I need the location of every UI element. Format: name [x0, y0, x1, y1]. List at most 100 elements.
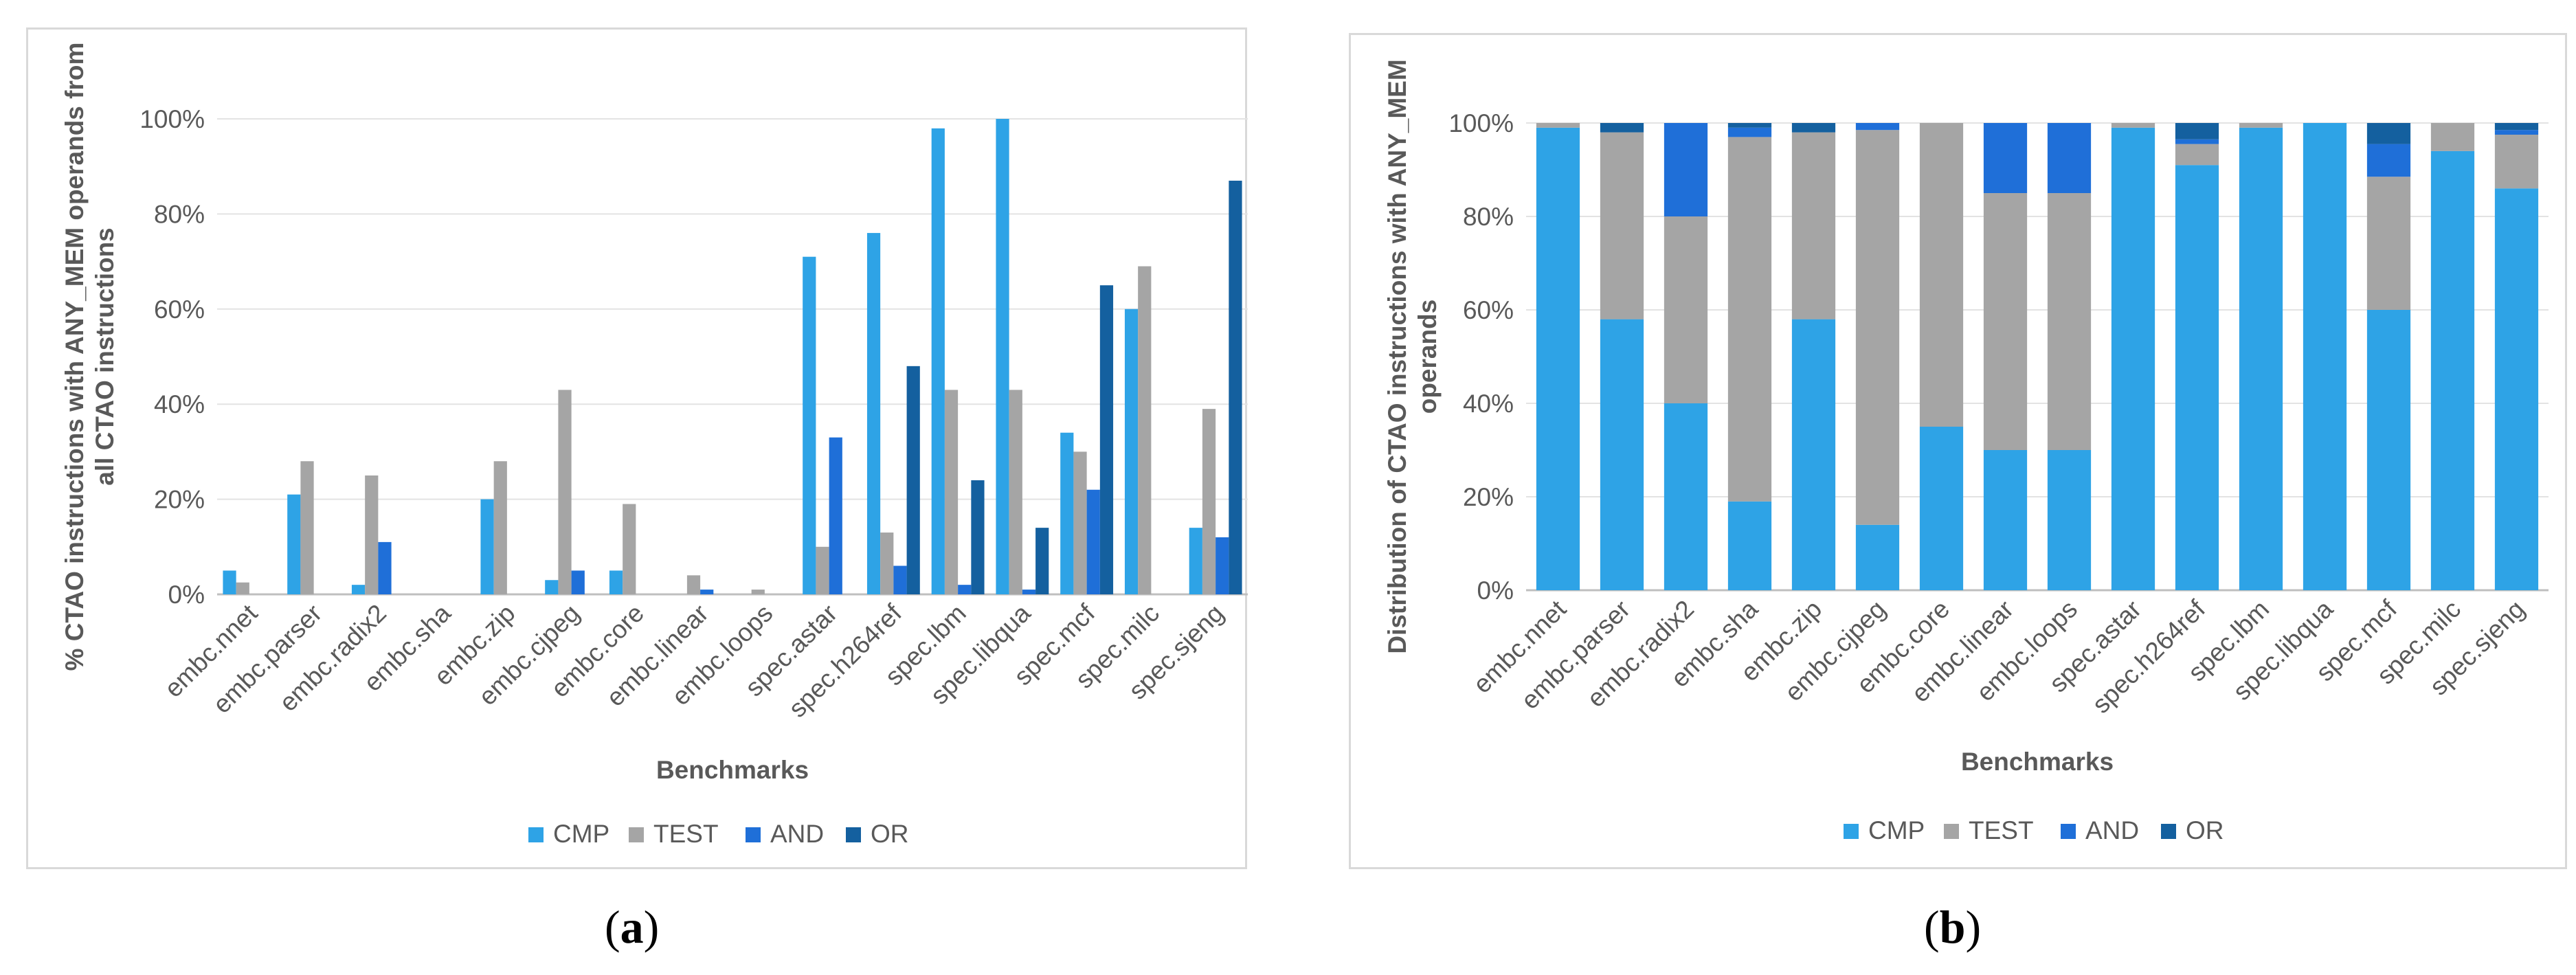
bar-or	[2494, 123, 2539, 131]
bar-cmp	[1983, 450, 2028, 590]
y-axis-title: % CTAO instructions with ANY_MEM operand…	[60, 43, 119, 671]
x-tick-label: spec.h264ref	[783, 598, 908, 723]
caption-b-letter: b	[1939, 901, 1966, 953]
bar-cmp	[480, 499, 494, 594]
bar-and	[1022, 590, 1036, 594]
bar-and	[378, 541, 392, 594]
bar-cmp	[2239, 127, 2283, 591]
bar-cmp	[1664, 403, 1708, 590]
bar-test	[880, 533, 894, 594]
bar-and	[829, 437, 842, 594]
legend-label-test: TEST	[653, 820, 719, 848]
legend-label-or: OR	[871, 820, 909, 848]
caption-a-letter: a	[620, 901, 644, 953]
legend-swatch-or	[846, 827, 861, 842]
y-axis-title-line: all CTAO instructions	[91, 227, 119, 486]
chart-a: 0%20%40%60%80%100%embc.nnetembc.parserem…	[60, 43, 1248, 848]
bar-or	[1099, 285, 1114, 594]
bar-test	[365, 475, 379, 594]
bar-cmp	[287, 494, 301, 594]
x-axis-title: Benchmarks	[1961, 748, 2114, 776]
bar-and	[2366, 144, 2411, 177]
bar-cmp	[2175, 165, 2219, 590]
bar-test	[2047, 193, 2092, 450]
legend-swatch-cmp	[1844, 824, 1859, 839]
bar-and	[1855, 123, 1900, 131]
bar-and	[571, 570, 585, 594]
bar-cmp	[609, 570, 623, 594]
bar-cmp	[1855, 524, 1900, 590]
x-axis-title: Benchmarks	[656, 756, 809, 784]
bar-test	[2366, 177, 2411, 310]
legend-label-and: AND	[770, 820, 824, 848]
bar-test	[1791, 132, 1836, 320]
bar-and	[1086, 489, 1100, 594]
bar-cmp	[1727, 501, 1772, 590]
bar-test	[1983, 193, 2028, 450]
bar-cmp	[1600, 319, 1644, 590]
bar-cmp	[223, 570, 236, 594]
bar-or	[1229, 180, 1242, 594]
bar-test	[816, 546, 829, 594]
bar-cmp	[2111, 127, 2155, 591]
bar-test	[2111, 123, 2155, 128]
y-tick-label: 40%	[154, 390, 205, 418]
bar-test	[2494, 135, 2539, 189]
bar-or	[2175, 123, 2219, 139]
bar-cmp	[2047, 450, 2092, 590]
bar-test	[2175, 144, 2219, 166]
bar-test	[558, 390, 572, 594]
legend-label-or: OR	[2186, 816, 2224, 844]
y-axis-title-line: % CTAO instructions with ANY_MEM operand…	[60, 43, 89, 671]
bar-test	[1600, 132, 1644, 320]
bar-test	[493, 461, 507, 594]
legend-swatch-cmp	[528, 827, 544, 842]
y-axis-title-line: operands	[1413, 300, 1442, 414]
y-tick-label: 0%	[1477, 576, 1514, 605]
bar-cmp	[1919, 427, 1964, 590]
bar-test	[236, 582, 249, 594]
bar-test	[1919, 123, 1964, 427]
bar-and	[2047, 123, 2092, 193]
bar-and	[1727, 127, 1772, 137]
bar-cmp	[803, 256, 816, 594]
bar-test	[1138, 266, 1152, 594]
chart-panel-a: 0% 20% 40% 60% 80% 100% embc.nnet embc.parser em…	[26, 27, 1248, 869]
y-tick-label: 100%	[139, 105, 205, 133]
legend-swatch-and	[2061, 824, 2076, 839]
y-tick-label: 20%	[1463, 483, 1514, 511]
legend-swatch-test	[1944, 824, 1959, 839]
bar-and	[2175, 139, 2219, 144]
bar-or	[1600, 123, 1644, 133]
bar-cmp	[931, 128, 945, 595]
bar-cmp	[2430, 150, 2475, 591]
bar-test	[1727, 137, 1772, 502]
legend-swatch-and	[746, 827, 761, 842]
bar-or	[1035, 528, 1049, 594]
bar-cmp	[866, 233, 881, 595]
bar-and	[1983, 123, 2028, 193]
bar-cmp	[545, 580, 559, 594]
bar-test	[2239, 123, 2283, 128]
caption-a: (a)	[605, 901, 660, 953]
chart-b: 0%20%40%60%80%100%embc.nnetembc.parserem…	[1383, 59, 2549, 844]
bar-and	[700, 590, 714, 594]
bar-test	[1536, 123, 1580, 128]
bar-cmp	[1791, 319, 1836, 590]
bar-test	[686, 575, 701, 594]
bar-cmp	[2303, 123, 2347, 590]
caption-b: (b)	[1924, 901, 1982, 953]
legend-label-test: TEST	[1969, 816, 2034, 844]
bar-test	[751, 590, 765, 594]
bar-and	[1216, 537, 1229, 594]
bar-cmp	[996, 119, 1009, 594]
y-tick-label: 20%	[154, 486, 205, 514]
bar-cmp	[1124, 309, 1139, 594]
bar-cmp	[351, 585, 366, 594]
y-tick-label: 0%	[168, 581, 205, 609]
bar-or	[1791, 123, 1836, 133]
bar-and	[958, 585, 972, 594]
legend-label-cmp: CMP	[553, 820, 609, 848]
y-axis-title: Distribution of CTAO instructions with A…	[1383, 59, 1442, 653]
legend-swatch-test	[629, 827, 644, 842]
